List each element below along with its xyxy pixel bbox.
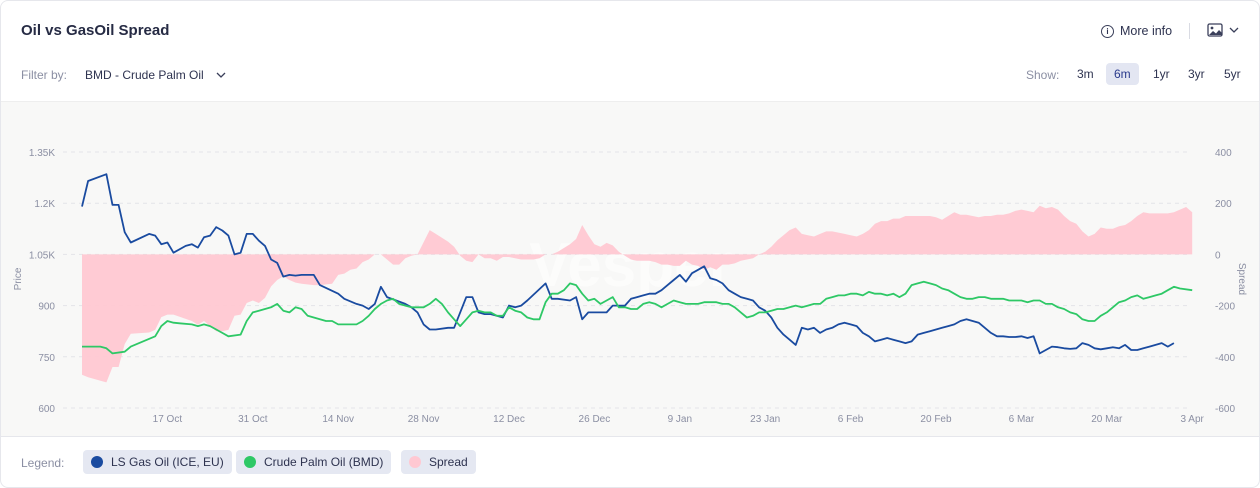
filter-value: BMD - Crude Palm Oil xyxy=(85,68,204,82)
x-tick-label: 23 Jan xyxy=(750,414,780,425)
y2-tick-label: 200 xyxy=(1215,199,1232,210)
y2-tick-label: 400 xyxy=(1215,148,1232,159)
image-icon xyxy=(1207,23,1223,37)
filter-dropdown[interactable]: BMD - Crude Palm Oil xyxy=(85,68,226,82)
x-tick-label: 28 Nov xyxy=(408,414,440,425)
chevron-down-icon xyxy=(216,72,226,78)
legend-item-ls-gas-oil[interactable]: LS Gas Oil (ICE, EU) xyxy=(83,450,232,474)
y-tick-label: 1.2K xyxy=(34,199,55,210)
spread-area xyxy=(82,205,1193,383)
y-tick-label: 750 xyxy=(38,353,55,364)
chart-header: Oil vs GasOil Spread i More info Filter … xyxy=(1,1,1259,101)
x-tick-label: 26 Dec xyxy=(579,414,611,425)
header-divider xyxy=(1189,23,1190,39)
y-tick-label: 900 xyxy=(38,302,55,313)
range-button-5yr[interactable]: 5yr xyxy=(1224,67,1241,81)
legend-label: Legend: xyxy=(21,456,65,470)
y-tick-label: 600 xyxy=(38,404,55,415)
legend-item-label: Spread xyxy=(429,455,468,469)
x-tick-label: 17 Oct xyxy=(153,414,183,425)
chevron-down-icon xyxy=(1229,27,1239,33)
x-tick-label: 14 Nov xyxy=(322,414,354,425)
show-label: Show: xyxy=(1026,68,1060,82)
x-tick-label: 20 Feb xyxy=(920,414,952,425)
y-tick-label: 1.35K xyxy=(29,148,55,159)
y2-tick-label: 0 xyxy=(1215,250,1221,261)
legend-item-label: Crude Palm Oil (BMD) xyxy=(264,455,384,469)
image-export-menu[interactable] xyxy=(1207,23,1239,37)
price-spread-chart: 600 750 900 1.05K 1.2K 1.35K -600 -400 -200 0 200 4… xyxy=(13,148,1247,425)
legend-item-crude-palm-oil[interactable]: Crude Palm Oil (BMD) xyxy=(236,450,392,474)
legend-swatch xyxy=(409,456,421,468)
legend-item-label: LS Gas Oil (ICE, EU) xyxy=(111,455,224,469)
range-button-3yr[interactable]: 3yr xyxy=(1188,67,1205,81)
info-icon: i xyxy=(1101,24,1114,38)
legend-swatch xyxy=(91,456,103,468)
more-info-button[interactable]: i More info xyxy=(1101,24,1172,38)
x-tick-label: 12 Dec xyxy=(493,414,525,425)
y2-tick-label: -400 xyxy=(1215,353,1235,364)
x-tick-label: 31 Oct xyxy=(238,414,268,425)
range-button-6m[interactable]: 6m xyxy=(1106,63,1139,85)
chart-title: Oil vs GasOil Spread xyxy=(21,22,170,39)
legend-item-spread[interactable]: Spread xyxy=(401,450,476,474)
y-tick-label: 1.05K xyxy=(29,250,55,261)
ls-gas-oil-line xyxy=(81,173,1175,355)
legend-swatch xyxy=(244,456,256,468)
crude-palm-oil-line xyxy=(82,280,1193,355)
legend: Legend: LS Gas Oil (ICE, EU) Crude Palm … xyxy=(1,436,1259,487)
range-button-3m[interactable]: 3m xyxy=(1077,67,1094,81)
filter-label: Filter by: xyxy=(21,68,68,82)
range-button-1yr[interactable]: 1yr xyxy=(1153,67,1170,81)
y2-tick-label: -200 xyxy=(1215,302,1235,313)
y2-tick-label: -600 xyxy=(1215,404,1235,415)
x-tick-label: 3 Apr xyxy=(1181,414,1205,425)
more-info-label: More info xyxy=(1120,24,1173,38)
x-tick-label: 9 Jan xyxy=(668,414,692,425)
x-tick-label: 20 Mar xyxy=(1091,414,1123,425)
x-tick-label: 6 Mar xyxy=(1009,414,1035,425)
y-axis-label: Price xyxy=(13,267,24,290)
x-tick-label: 6 Feb xyxy=(838,414,864,425)
y2-axis-label: Spread xyxy=(1236,263,1247,295)
